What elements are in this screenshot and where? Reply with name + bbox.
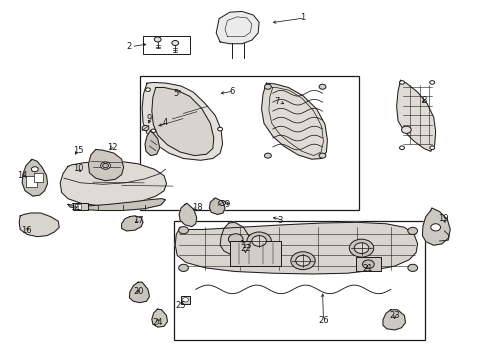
Circle shape bbox=[218, 201, 225, 206]
Circle shape bbox=[362, 260, 373, 269]
Bar bbox=[173, 221, 424, 339]
Text: 23: 23 bbox=[389, 311, 400, 320]
Circle shape bbox=[353, 243, 368, 253]
Circle shape bbox=[399, 146, 404, 149]
Circle shape bbox=[290, 252, 315, 270]
Text: 9: 9 bbox=[146, 114, 151, 123]
Text: 25: 25 bbox=[175, 301, 185, 310]
Circle shape bbox=[31, 167, 38, 172]
Text: 21: 21 bbox=[362, 265, 372, 274]
Text: 8: 8 bbox=[420, 96, 426, 105]
Text: 11: 11 bbox=[70, 203, 80, 212]
Polygon shape bbox=[216, 12, 259, 44]
Circle shape bbox=[399, 81, 404, 84]
Text: 19: 19 bbox=[438, 214, 448, 223]
Polygon shape bbox=[68, 199, 165, 211]
Polygon shape bbox=[122, 216, 143, 231]
Text: 12: 12 bbox=[107, 143, 117, 152]
Text: 4: 4 bbox=[162, 118, 167, 127]
Text: 15: 15 bbox=[73, 146, 83, 155]
Text: 16: 16 bbox=[21, 226, 32, 235]
Circle shape bbox=[407, 264, 417, 271]
Text: 20: 20 bbox=[133, 287, 143, 296]
Text: 17: 17 bbox=[133, 216, 143, 225]
Text: 14: 14 bbox=[17, 171, 27, 180]
Circle shape bbox=[228, 234, 243, 244]
Bar bbox=[73, 203, 88, 211]
Text: 1: 1 bbox=[300, 13, 305, 22]
Circle shape bbox=[246, 232, 271, 250]
Bar bbox=[75, 204, 81, 210]
Circle shape bbox=[102, 163, 108, 168]
Polygon shape bbox=[261, 83, 327, 159]
Polygon shape bbox=[179, 203, 196, 226]
Polygon shape bbox=[60, 161, 166, 206]
Text: 3: 3 bbox=[277, 216, 283, 225]
Text: 13: 13 bbox=[240, 241, 251, 250]
Polygon shape bbox=[382, 310, 405, 330]
Circle shape bbox=[101, 162, 110, 169]
Circle shape bbox=[264, 84, 271, 89]
Circle shape bbox=[142, 126, 149, 131]
Bar bbox=[355, 257, 380, 271]
Text: 5: 5 bbox=[173, 89, 179, 98]
Text: 2: 2 bbox=[126, 42, 131, 51]
Polygon shape bbox=[422, 208, 449, 245]
Bar bbox=[34, 173, 42, 182]
Polygon shape bbox=[142, 82, 222, 160]
Polygon shape bbox=[396, 80, 435, 151]
Circle shape bbox=[251, 235, 266, 246]
Circle shape bbox=[295, 255, 310, 266]
Circle shape bbox=[171, 41, 178, 45]
Bar bbox=[26, 176, 37, 187]
Text: 18: 18 bbox=[191, 203, 202, 212]
Circle shape bbox=[348, 239, 373, 257]
Text: 10: 10 bbox=[73, 164, 83, 173]
Circle shape bbox=[182, 298, 188, 302]
Bar bbox=[229, 241, 281, 266]
Polygon shape bbox=[22, 159, 47, 196]
Circle shape bbox=[178, 226, 188, 234]
Circle shape bbox=[430, 224, 440, 231]
Bar bbox=[181, 296, 189, 304]
Circle shape bbox=[151, 129, 156, 133]
Circle shape bbox=[407, 227, 417, 234]
Polygon shape bbox=[88, 149, 123, 181]
Circle shape bbox=[401, 126, 410, 134]
Polygon shape bbox=[129, 282, 149, 303]
Text: 6: 6 bbox=[228, 86, 234, 95]
Polygon shape bbox=[209, 198, 224, 215]
Circle shape bbox=[178, 264, 188, 271]
Polygon shape bbox=[152, 87, 213, 156]
Circle shape bbox=[264, 153, 271, 158]
Text: 22: 22 bbox=[240, 244, 250, 253]
Text: 7: 7 bbox=[274, 97, 280, 106]
Bar bbox=[143, 36, 189, 54]
Circle shape bbox=[319, 153, 325, 158]
Circle shape bbox=[319, 84, 325, 89]
Circle shape bbox=[154, 37, 161, 42]
Polygon shape bbox=[145, 131, 159, 156]
Bar bbox=[140, 76, 358, 211]
Text: 24: 24 bbox=[153, 318, 163, 327]
Polygon shape bbox=[19, 213, 59, 237]
Circle shape bbox=[217, 127, 222, 131]
Polygon shape bbox=[152, 309, 167, 327]
Text: 26: 26 bbox=[318, 316, 328, 325]
Polygon shape bbox=[175, 222, 417, 274]
Circle shape bbox=[429, 81, 434, 84]
Polygon shape bbox=[220, 222, 250, 255]
Circle shape bbox=[145, 88, 150, 91]
Text: 9: 9 bbox=[224, 200, 229, 209]
Circle shape bbox=[429, 146, 434, 149]
